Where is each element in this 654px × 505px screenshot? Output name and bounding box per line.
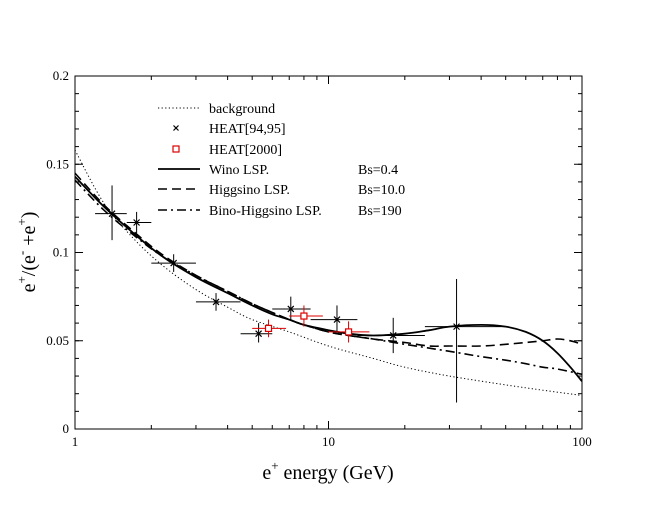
legend-entry-heat9495: HEAT[94,95] [173,122,286,137]
y-tick-label: 0.15 [46,156,69,171]
legend-entry-background: background [158,102,275,117]
x-marker [453,323,460,331]
legend: background HEAT[94,95] HEAT[2000] Wino LSP.… [158,102,405,219]
y-tick-label: 0.1 [53,245,69,260]
legend-entry-wino: Wino LSP. Bs=0.4 [158,163,398,178]
legend-label: Bino-Higgsino LSP. [209,204,322,219]
tick-labels: 1 10 100 0 0.05 0.1 0.15 0.2 [46,68,592,449]
data-point-heat2000 [289,305,323,327]
data-point-heat9495 [240,323,273,343]
y-axis-label: e+/(e- +e+) [14,212,40,293]
data-point-heat9495 [151,254,196,272]
x-marker [333,316,341,323]
legend-label: HEAT[2000] [209,143,282,158]
data-point-heat9495 [357,317,425,354]
legend-symbol-heat9495 [173,125,179,131]
data-points-layer [95,185,506,403]
y-tick-label: 0.05 [46,333,69,348]
axis-ticks [74,75,583,430]
legend-entry-binohiggsino: Bino-Higgsino LSP. Bs=190 [158,204,402,219]
legend-label: Higgsino LSP. [209,183,290,198]
legend-param: Bs=10.0 [358,183,405,198]
x-marker [287,305,295,313]
y-tick-label: 0 [63,421,70,436]
plot-frame [74,75,583,430]
x-axis-label: e+ energy (GeV) [262,458,393,484]
legend-label: HEAT[94,95] [209,122,286,137]
legend-entry-heat2000: HEAT[2000] [172,143,282,158]
data-point-heat9495 [195,293,241,311]
data-point-heat2000 [328,321,370,343]
legend-symbol-heat2000 [172,145,180,153]
x-tick-label: 1 [72,434,79,449]
data-point-heat9495 [95,185,127,241]
legend-label: Wino LSP. [209,163,269,178]
x-marker [133,219,141,226]
x-marker [170,259,178,267]
data-point-heat9495 [424,278,506,403]
series-line-binohiggsino [75,179,582,376]
square-marker [264,324,273,332]
x-tick-label: 100 [572,434,592,449]
legend-param: Bs=0.4 [358,163,398,178]
data-point-heat9495 [310,305,358,332]
legend-entry-higgsino: Higgsino LSP. Bs=10.0 [158,183,405,198]
y-tick-label: 0.2 [53,68,69,83]
series-line-higgsino [75,172,582,348]
x-tick-label: 10 [322,434,335,449]
data-point-heat2000 [252,319,287,338]
square-marker [344,328,353,336]
data-point-heat9495 [126,211,152,234]
series-line-background [75,149,582,396]
x-marker [255,330,263,338]
legend-label: background [209,102,275,117]
x-marker [108,210,116,218]
series-line-wino [75,175,582,382]
series-layer [75,149,582,396]
legend-param: Bs=190 [358,204,402,219]
x-marker [389,332,397,339]
x-marker [212,298,220,306]
square-marker [300,312,308,320]
